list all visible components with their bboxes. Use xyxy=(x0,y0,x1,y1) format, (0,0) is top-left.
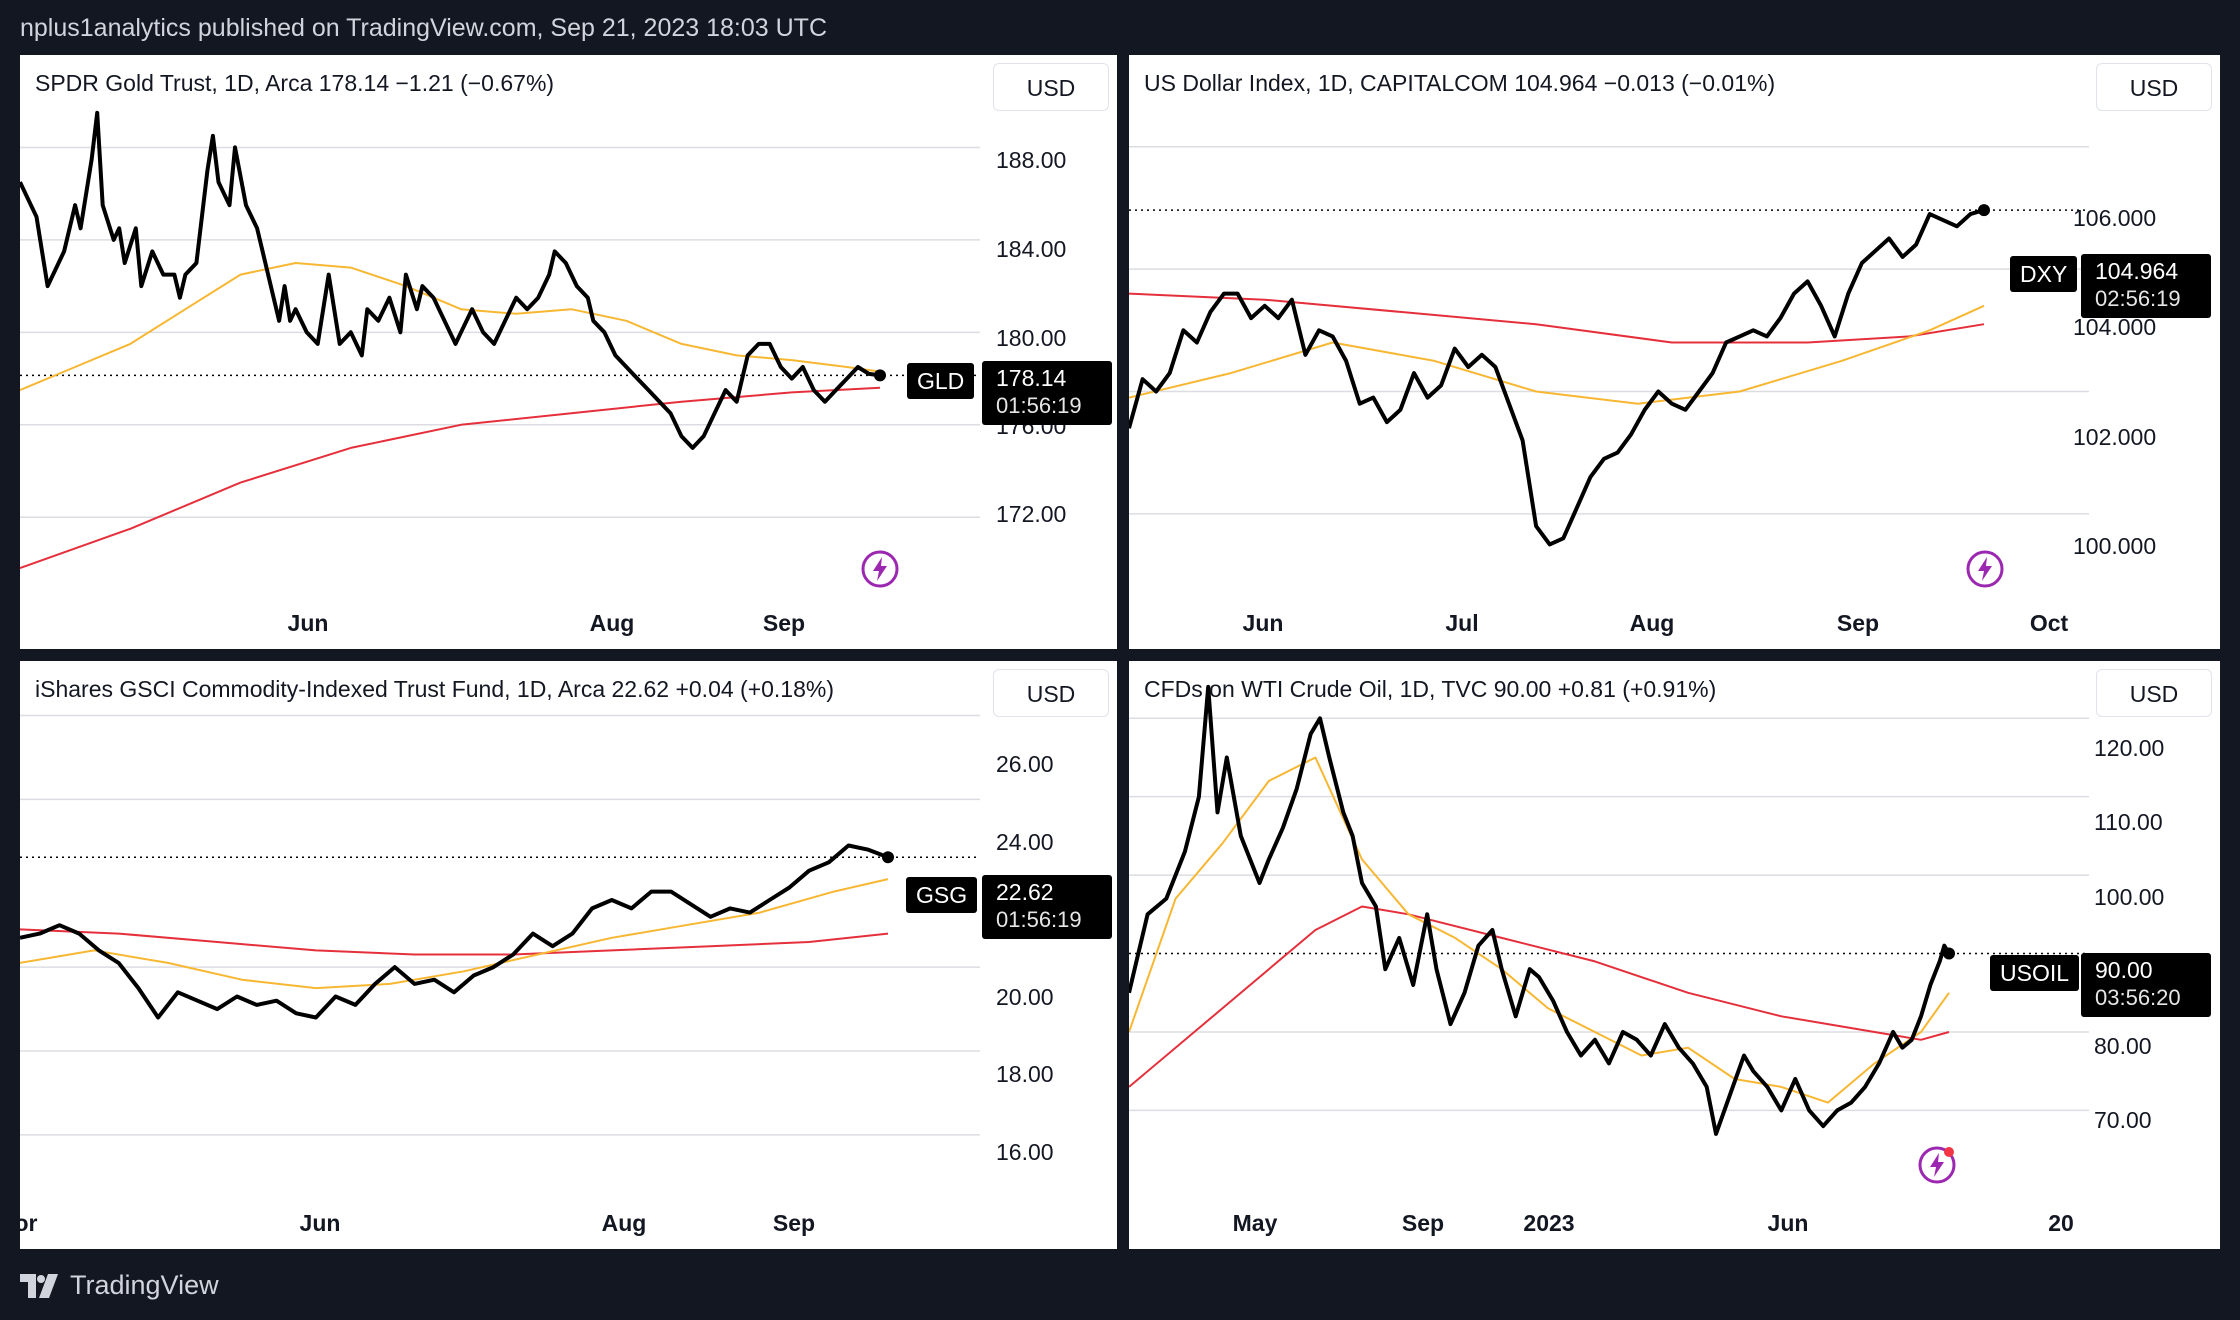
panel-title: iShares GSCI Commodity-Indexed Trust Fun… xyxy=(35,676,835,702)
x-tick-label: or xyxy=(20,1210,38,1236)
long-ma-line xyxy=(1129,905,1950,1088)
price-series-line xyxy=(1129,684,1951,1136)
short-ma-line xyxy=(1129,304,1985,405)
lightning-bolt-icon[interactable] xyxy=(860,549,900,589)
y-tick-label: 120.00 xyxy=(2094,735,2165,761)
bar-countdown: 01:56:19 xyxy=(996,907,1082,932)
chart-canvas xyxy=(1129,146,2089,547)
x-tick-label: May xyxy=(1232,1210,1278,1236)
last-price-label: 22.62 01:56:19 xyxy=(982,875,1112,939)
chart-panel-dxy[interactable]: US Dollar Index, 1D, CAPITALCOM 104.964 … xyxy=(1129,55,2220,649)
x-tick-label: 2023 xyxy=(1523,1210,1575,1236)
y-tick-label: 18.00 xyxy=(996,1061,1054,1087)
chart-panel-usoil[interactable]: CFDs on WTI Crude Oil, 1D, TVC 90.00 +0.… xyxy=(1129,661,2220,1249)
panel-title: US Dollar Index, 1D, CAPITALCOM 104.964 … xyxy=(1144,70,1776,96)
currency-button[interactable]: USD xyxy=(993,669,1109,717)
last-point-marker xyxy=(1978,204,1990,217)
y-tick-label: 180.00 xyxy=(996,325,1067,351)
last-point-marker xyxy=(1943,947,1955,960)
short-ma-line xyxy=(20,262,881,392)
x-tick-label: Aug xyxy=(589,610,635,636)
x-tick-label: Aug xyxy=(1629,610,1675,636)
currency-button[interactable]: USD xyxy=(2096,669,2212,717)
chart-panel-gld[interactable]: SPDR Gold Trust, 1D, Arca 178.14 −1.21 (… xyxy=(20,55,1117,649)
symbol-label: USOIL xyxy=(1990,955,2080,991)
y-tick-label: 100.000 xyxy=(2073,533,2157,559)
last-price-value: 178.14 xyxy=(996,365,1067,391)
y-tick-label: 16.00 xyxy=(996,1139,1054,1165)
x-tick-label: 20 xyxy=(2048,1210,2074,1236)
chart-canvas xyxy=(20,110,980,570)
x-tick-label: Jun xyxy=(1242,610,1284,636)
x-tick-label: Jul xyxy=(1445,610,1479,636)
y-tick-label: 20.00 xyxy=(996,984,1054,1010)
bar-countdown: 03:56:20 xyxy=(2095,985,2181,1010)
y-tick-label: 24.00 xyxy=(996,829,1054,855)
long-ma-line xyxy=(1129,292,1985,344)
x-tick-label: Jun xyxy=(1767,1210,1809,1236)
x-tick-label: Sep xyxy=(1836,610,1880,636)
long-ma-line xyxy=(20,386,881,570)
last-price-value: 22.62 xyxy=(996,879,1054,905)
price-series-line xyxy=(20,110,881,450)
footer-brand-label: TradingView xyxy=(70,1270,219,1300)
price-series-line xyxy=(20,843,889,1020)
last-price-value: 90.00 xyxy=(2095,957,2153,983)
short-ma-line xyxy=(20,878,889,990)
chart-canvas xyxy=(20,714,980,1136)
x-tick-label: Jun xyxy=(287,610,329,636)
y-tick-label: 184.00 xyxy=(996,236,1067,262)
chart-canvas xyxy=(1129,684,2089,1136)
y-tick-label: 80.00 xyxy=(2094,1033,2152,1059)
x-tick-label: Sep xyxy=(1401,1210,1445,1236)
y-tick-label: 26.00 xyxy=(996,751,1054,777)
lightning-bolt-icon[interactable] xyxy=(1965,549,2005,589)
bar-countdown: 01:56:19 xyxy=(996,393,1082,418)
y-tick-label: 106.000 xyxy=(2073,205,2157,231)
long-ma-line xyxy=(20,928,889,956)
last-point-marker xyxy=(882,851,894,864)
publication-header: nplus1analytics published on TradingView… xyxy=(20,14,827,42)
y-tick-label: 70.00 xyxy=(2094,1107,2152,1133)
footer-brand: TradingView xyxy=(20,1270,219,1301)
bar-countdown: 02:56:19 xyxy=(2095,286,2181,311)
chart-panel-gsg[interactable]: iShares GSCI Commodity-Indexed Trust Fun… xyxy=(20,661,1117,1249)
panel-title: SPDR Gold Trust, 1D, Arca 178.14 −1.21 (… xyxy=(35,70,555,96)
currency-button[interactable]: USD xyxy=(2096,63,2212,111)
y-tick-label: 100.00 xyxy=(2094,884,2165,910)
lightning-bolt-icon[interactable] xyxy=(1917,1145,1957,1185)
y-tick-label: 110.00 xyxy=(2094,809,2163,835)
x-tick-label: Oct xyxy=(2029,610,2069,636)
x-tick-label: Aug xyxy=(601,1210,647,1236)
y-tick-label: 172.00 xyxy=(996,501,1067,527)
last-price-value: 104.964 xyxy=(2095,258,2179,284)
x-tick-label: Sep xyxy=(772,1210,816,1236)
symbol-label: DXY xyxy=(2010,256,2078,292)
x-tick-label: Jun xyxy=(299,1210,341,1236)
price-series-line xyxy=(1129,208,1985,547)
last-price-label: 104.964 02:56:19 xyxy=(2081,254,2211,318)
symbol-label: GLD xyxy=(907,363,975,399)
last-point-marker xyxy=(874,369,886,382)
y-tick-label: 188.00 xyxy=(996,147,1067,173)
tradingview-logo-icon xyxy=(20,1273,58,1298)
last-price-label: 178.14 01:56:19 xyxy=(982,361,1112,425)
panel-title: CFDs on WTI Crude Oil, 1D, TVC 90.00 +0.… xyxy=(1144,676,1717,702)
x-tick-label: Sep xyxy=(762,610,806,636)
y-tick-label: 102.000 xyxy=(2073,424,2157,450)
y-tick-label: 104.000 xyxy=(2073,314,2157,340)
symbol-label: GSG xyxy=(906,877,978,913)
short-ma-line xyxy=(1129,756,1950,1104)
last-price-label: 90.00 03:56:20 xyxy=(2081,953,2211,1017)
currency-button[interactable]: USD xyxy=(993,63,1109,111)
